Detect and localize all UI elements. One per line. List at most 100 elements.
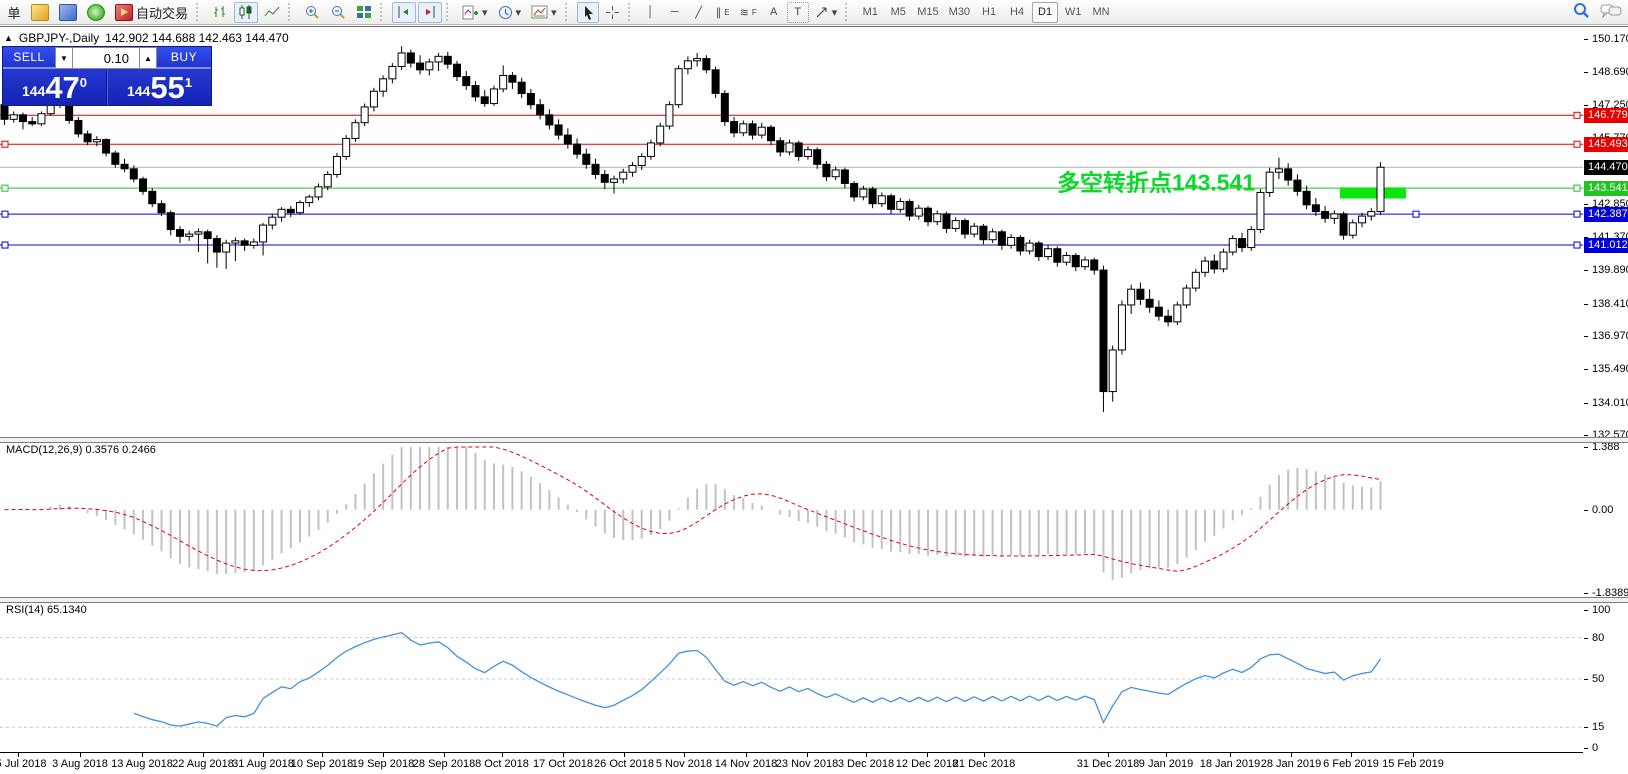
fibonacci-icon[interactable]: ≋ F bbox=[739, 6, 757, 19]
tf-m15[interactable]: M15 bbox=[917, 6, 939, 18]
price-tick-label: 147.250 bbox=[1592, 98, 1628, 111]
search-icon[interactable] bbox=[1573, 2, 1590, 24]
dropdown-arrow: ▾ bbox=[515, 6, 522, 19]
line-handle[interactable] bbox=[1, 140, 9, 148]
text-icon[interactable]: A bbox=[770, 6, 778, 18]
sell-button[interactable]: SELL bbox=[3, 47, 55, 69]
periods-icon[interactable]: ▾ bbox=[494, 2, 526, 23]
line-handle[interactable] bbox=[1, 184, 9, 192]
candle bbox=[942, 211, 951, 233]
date-label: 23 Nov 2018 bbox=[775, 758, 839, 770]
history-center-icon[interactable] bbox=[27, 2, 53, 23]
cursor-icon[interactable] bbox=[576, 1, 599, 23]
line-handle[interactable] bbox=[1573, 210, 1581, 218]
signals-icon[interactable] bbox=[83, 2, 109, 23]
candle bbox=[102, 138, 111, 157]
line-chart-icon[interactable] bbox=[260, 2, 284, 23]
zoom-out-icon[interactable] bbox=[326, 2, 350, 23]
candle bbox=[988, 228, 997, 244]
autotrading-button[interactable]: 自动交易 bbox=[111, 2, 192, 23]
tf-d1[interactable]: D1 bbox=[1032, 1, 1059, 23]
tf-m5[interactable]: M5 bbox=[890, 6, 906, 18]
candle bbox=[1025, 239, 1034, 255]
candle bbox=[563, 128, 572, 149]
macd-tick-label: -1.8389 bbox=[1592, 587, 1628, 599]
line-handle[interactable] bbox=[1573, 111, 1581, 119]
tile-windows-icon[interactable] bbox=[352, 2, 376, 23]
tf-h1[interactable]: H1 bbox=[982, 6, 997, 18]
date-label: 31 Dec 2018 bbox=[1076, 758, 1140, 770]
text-label-icon[interactable]: T bbox=[786, 1, 809, 23]
tf-mn[interactable]: MN bbox=[1092, 6, 1110, 18]
chat-icon[interactable] bbox=[1600, 3, 1622, 24]
horizontal-line-icon[interactable]: ─ bbox=[670, 6, 679, 18]
expert-advisors-icon[interactable] bbox=[55, 2, 81, 23]
candle bbox=[416, 55, 425, 75]
line-handle[interactable] bbox=[1573, 241, 1581, 249]
date-label: 22 Aug 2018 bbox=[172, 758, 234, 770]
candle bbox=[1293, 174, 1302, 196]
candle bbox=[1330, 210, 1339, 224]
candle bbox=[277, 207, 286, 222]
candle bbox=[1210, 254, 1219, 274]
sell-price[interactable]: 144 47 0 bbox=[3, 69, 107, 105]
price-tick-label: 148.690 bbox=[1592, 66, 1628, 79]
candle bbox=[1145, 289, 1154, 313]
price-axis[interactable]: 150.170148.690147.250145.770144.290142.8… bbox=[1583, 27, 1628, 754]
volume-input[interactable] bbox=[73, 47, 139, 69]
price-tick bbox=[1584, 402, 1588, 404]
crosshair-icon[interactable] bbox=[601, 2, 624, 23]
line-handle[interactable] bbox=[1573, 140, 1581, 148]
candle bbox=[619, 168, 628, 184]
candle bbox=[803, 146, 812, 160]
line-handle[interactable] bbox=[1, 241, 9, 249]
line-handle[interactable] bbox=[1412, 210, 1420, 218]
chart-shift-icon[interactable] bbox=[392, 1, 417, 23]
annotation-text[interactable]: 多空转折点143.541 bbox=[1057, 170, 1255, 196]
auto-scroll-icon[interactable] bbox=[418, 1, 443, 23]
candle bbox=[212, 235, 221, 268]
rsi-tick-label: 0 bbox=[1592, 742, 1599, 754]
trendline-icon[interactable]: ╱ bbox=[695, 6, 702, 19]
price-tick bbox=[1584, 435, 1588, 436]
volume-increase-button[interactable]: ▲ bbox=[139, 47, 157, 69]
date-label: 6 Feb 2019 bbox=[1323, 758, 1379, 770]
rsi-panel[interactable] bbox=[0, 602, 1583, 752]
candle bbox=[1219, 248, 1228, 273]
arrows-tool-icon[interactable]: ▾ bbox=[811, 2, 842, 23]
buy-price[interactable]: 144 55 1 bbox=[107, 69, 211, 105]
tf-w1[interactable]: W1 bbox=[1064, 6, 1082, 18]
equidistant-channel-icon[interactable]: ∥ E bbox=[715, 6, 730, 19]
toolbar-separator bbox=[196, 3, 204, 21]
candle bbox=[259, 222, 268, 256]
date-tick bbox=[1108, 753, 1109, 757]
new-order-button[interactable]: 单 bbox=[3, 2, 25, 23]
line-handle[interactable] bbox=[1, 210, 9, 218]
collapse-panel-arrow[interactable]: ▲ bbox=[4, 33, 13, 43]
chart-title: ▲ GBPJPY-,Daily 142.902 144.688 142.463 … bbox=[4, 31, 289, 45]
candle bbox=[1007, 234, 1016, 249]
candle bbox=[1136, 282, 1145, 305]
candlestick-chart-icon[interactable] bbox=[234, 1, 259, 23]
date-tick bbox=[142, 753, 143, 757]
candle bbox=[388, 63, 397, 84]
bar-chart-icon[interactable] bbox=[208, 2, 232, 23]
candle bbox=[1256, 189, 1265, 233]
buy-button[interactable]: BUY bbox=[157, 47, 211, 69]
panel-splitter[interactable] bbox=[0, 437, 1628, 443]
volume-decrease-button[interactable]: ▼ bbox=[55, 47, 73, 69]
main-chart[interactable]: 多空转折点143.541 bbox=[0, 28, 1583, 437]
indicators-icon[interactable]: ▾ bbox=[458, 2, 492, 23]
panel-splitter[interactable] bbox=[0, 597, 1628, 603]
zoom-in-icon[interactable] bbox=[300, 2, 324, 23]
highlight-rectangle[interactable] bbox=[1340, 187, 1406, 199]
tf-m30[interactable]: M30 bbox=[948, 6, 971, 18]
tf-m1[interactable]: M1 bbox=[862, 6, 878, 18]
line-handle[interactable] bbox=[1573, 184, 1581, 192]
templates-icon[interactable]: ▾ bbox=[527, 2, 561, 23]
tf-h4[interactable]: H4 bbox=[1010, 6, 1025, 18]
macd-panel[interactable] bbox=[0, 442, 1583, 597]
vertical-line-icon[interactable]: │ bbox=[647, 6, 655, 18]
